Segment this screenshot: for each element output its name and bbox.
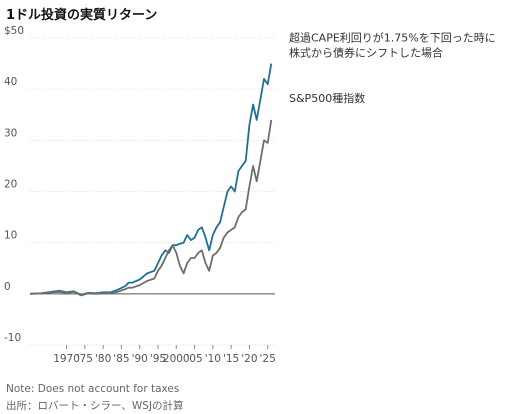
y-tick-label: 0 [4,281,11,293]
x-tick-label: '10 [205,353,221,365]
y-tick-label: 30 [4,127,17,139]
x-tick-label: '25 [260,353,276,365]
y-tick-label: 40 [4,76,17,88]
x-tick-label: '85 [113,353,129,365]
x-tick-label: '20 [241,353,257,365]
series-layer [29,63,273,297]
y-axis-ticks: $50 40 30 20 10 0 -10 [4,25,24,344]
note-source: 出所：ロバート・シラー、WSJの計算 [6,400,184,412]
chart-title: 1ドル投資の実質リターン [6,8,158,23]
annotation-cape-strategy: 超過CAPE利回りが1.75%を下回った時に [289,31,496,45]
x-tick-label: '75 [77,353,93,365]
y-tick-label: 20 [4,179,17,191]
note-taxes: Note: Does not account for taxes [6,383,180,395]
y-tick-label: -10 [4,332,21,344]
series-line-cape-strategy [29,63,273,296]
x-tick-label: '80 [95,353,111,365]
series-line-sp500 [29,119,273,297]
grid-layer [30,37,275,346]
y-tick-label: 10 [4,230,17,242]
y-tick-label: $50 [4,25,24,37]
x-tick-label: '15 [223,353,239,365]
annotation-cape-strategy: 株式から債券にシフトした場合 [289,46,443,60]
annotation-sp500: S&P500種指数 [289,91,365,105]
x-tick-label: 2000 [163,353,190,365]
x-tick-label: '90 [132,353,148,365]
x-tick-label: '05 [186,353,202,365]
x-tick-label: 1970 [53,353,80,365]
x-tick-label: '95 [150,353,166,365]
